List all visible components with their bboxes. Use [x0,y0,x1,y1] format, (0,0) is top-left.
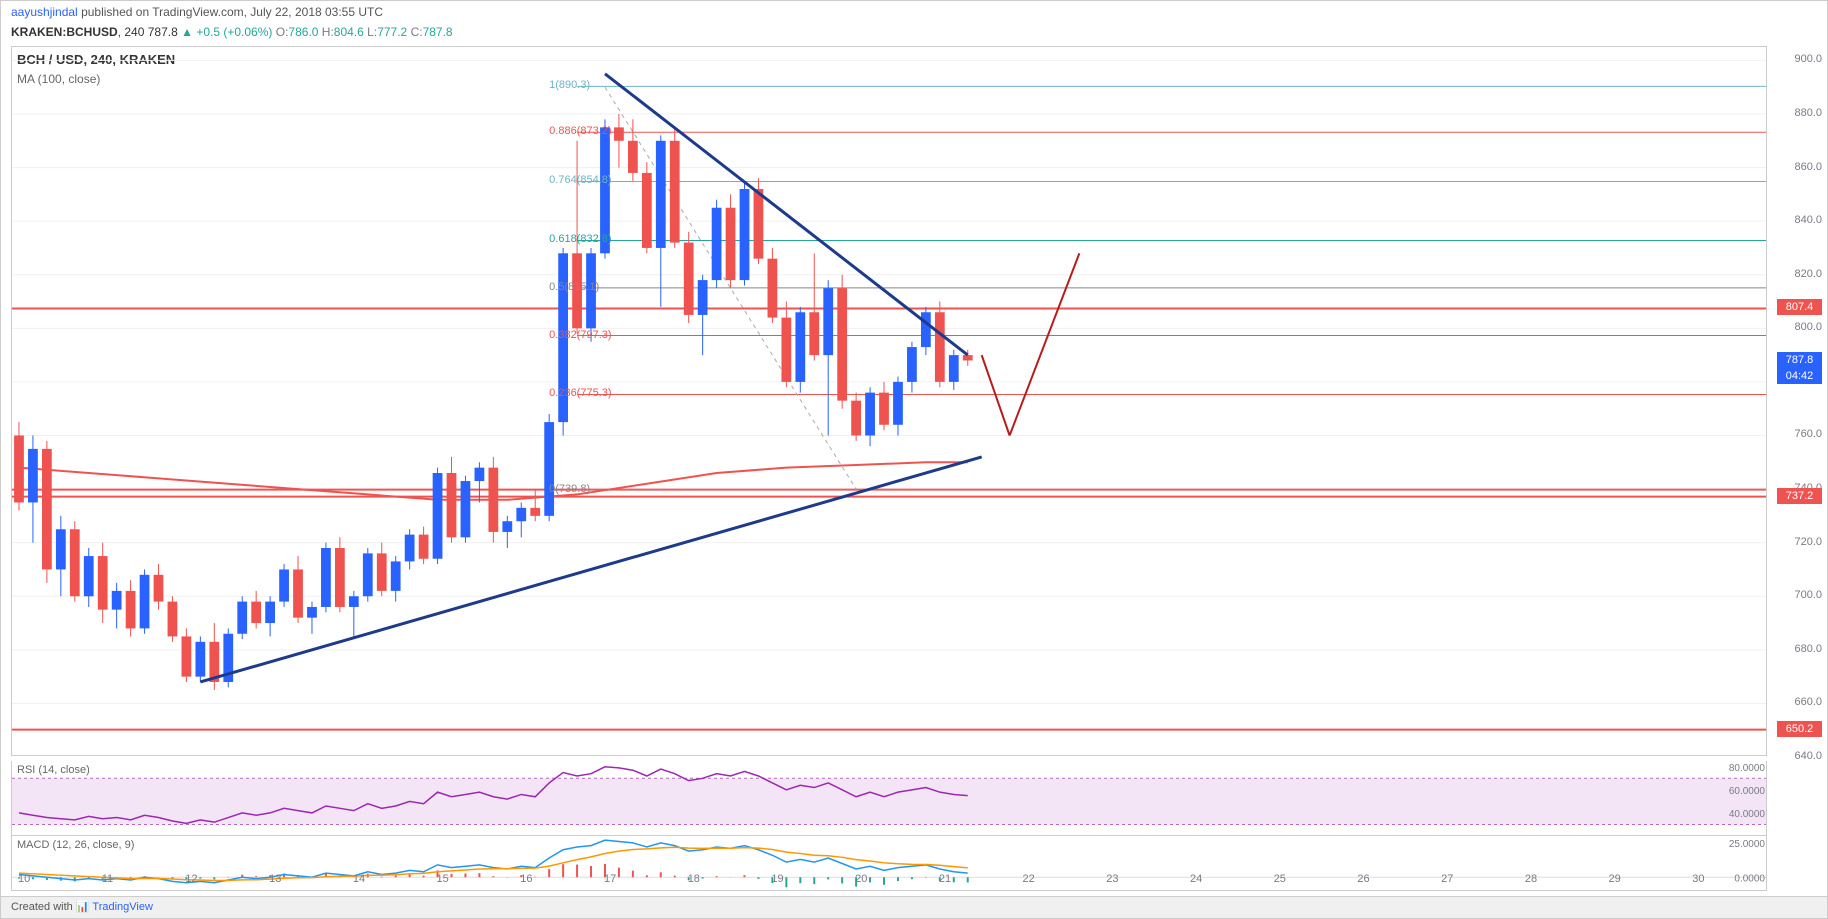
y-tick: 800.0 [1772,321,1822,333]
ohlc-c-label: C: [411,25,423,39]
fib-label: 0.382(797.3) [549,329,611,341]
change-arrow: ▲ [181,25,193,39]
svg-text:40.0000: 40.0000 [1729,809,1766,820]
x-tick: 29 [1609,873,1621,885]
price-tag: 737.2 [1777,488,1822,504]
y-tick: 860.0 [1772,161,1822,173]
time-axis: 10 11 12 13 14 15 16 17 18 19 20 21 22 23 24 25 26 27 28 29… [11,873,1767,893]
ohlc-l: 777.2 [377,25,407,39]
header: aayushjindal published on TradingView.co… [1,1,1827,23]
y-tick: 720.0 [1772,536,1822,548]
rsi-svg: 40.0000 60.0000 80.0000 [12,761,1766,835]
y-tick: 820.0 [1772,268,1822,280]
x-tick: 15 [437,873,449,885]
fib-label: 0.5(815.1) [549,281,599,293]
symbol: KRAKEN:BCHUSD [11,25,118,39]
y-tick: 880.0 [1772,107,1822,119]
x-tick: 19 [771,873,783,885]
x-tick: 22 [1023,873,1035,885]
fib-label: 1(890.3) [549,79,590,91]
change: +0.5 [196,25,220,39]
price-tag: 787.8 [1777,352,1822,368]
price-tag: 807.4 [1777,299,1822,315]
svg-text:25.0000: 25.0000 [1729,839,1766,850]
x-tick: 23 [1106,873,1118,885]
x-tick: 30 [1692,873,1704,885]
ohlc-c: 787.8 [423,25,453,39]
fib-label: 0.618(832.8) [549,233,611,245]
y-tick: 640.0 [1772,750,1822,762]
footer-text: Created with [11,901,73,913]
price-tag: 650.2 [1777,721,1822,737]
rsi-panel[interactable]: RSI (14, close) 40.000060.000080.0000 [11,761,1767,836]
candlestick-svg [12,47,1766,755]
x-tick: 11 [102,873,113,885]
x-tick: 13 [269,873,281,885]
fib-label: 0.236(775.3) [549,387,611,399]
publish-info: published on TradingView.com, July 22, 2… [81,5,383,19]
fib-label: 0.764(854.8) [549,174,611,186]
interval: 240 [124,25,144,39]
x-tick: 12 [185,873,197,885]
y-tick: 660.0 [1772,696,1822,708]
x-tick: 20 [855,873,867,885]
x-tick: 21 [939,873,951,885]
x-tick: 14 [353,873,365,885]
x-tick: 10 [18,873,30,885]
svg-text:80.0000: 80.0000 [1729,763,1766,774]
footer: Created with 📊 TradingView [1,896,1827,918]
ohlc-l-label: L: [367,25,377,39]
x-tick: 24 [1190,873,1202,885]
ohlc-h: 804.6 [334,25,364,39]
y-tick: 760.0 [1772,428,1822,440]
x-tick: 17 [604,873,616,885]
y-tick: 700.0 [1772,589,1822,601]
x-tick: 18 [688,873,700,885]
y-tick: 680.0 [1772,643,1822,655]
ticker-bar: KRAKEN:BCHUSD, 240 787.8 ▲ +0.5 (+0.06%)… [1,23,1827,41]
chart-container: aayushjindal published on TradingView.co… [0,0,1828,919]
x-tick: 25 [1274,873,1286,885]
price-tag: 04:42 [1777,368,1822,384]
x-tick: 26 [1357,873,1369,885]
price-axis: 640.0660.0680.0700.0720.0740.0760.0780.0… [1772,46,1822,756]
y-tick: 900.0 [1772,53,1822,65]
y-tick: 840.0 [1772,214,1822,226]
last-price: 787.8 [148,25,178,39]
x-tick: 28 [1525,873,1537,885]
ohlc-o-label: O: [276,25,289,39]
change-pct: (+0.06%) [223,25,272,39]
fib-label: 0(739.8) [549,483,590,495]
tradingview-link[interactable]: 📊 TradingView [76,901,153,913]
x-tick: 16 [520,873,532,885]
ohlc-h-label: H: [322,25,334,39]
ohlc-o: 786.0 [288,25,318,39]
x-tick: 27 [1441,873,1453,885]
author-link[interactable]: aayushjindal [11,5,78,19]
fib-label: 0.886(873.2) [549,125,611,137]
svg-text:60.0000: 60.0000 [1729,786,1766,797]
main-chart[interactable]: BCH / USD, 240, KRAKEN MA (100, close) 1… [11,46,1767,756]
